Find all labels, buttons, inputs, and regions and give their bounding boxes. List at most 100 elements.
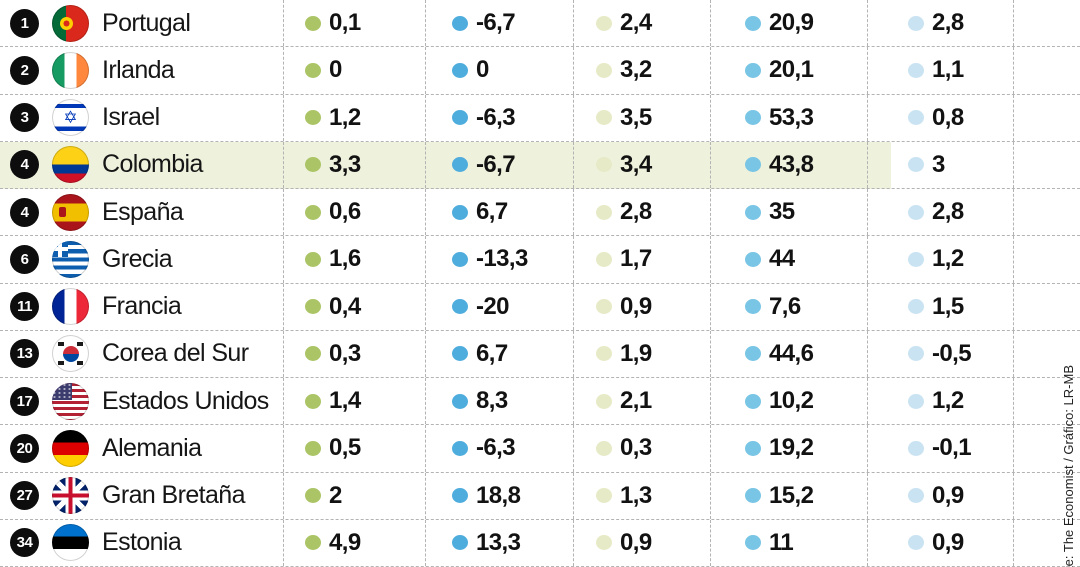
metric-value: 3 — [932, 150, 945, 178]
country-name: Estados Unidos — [102, 386, 269, 415]
metric-dot-icon — [596, 440, 612, 456]
metric-dot-icon — [452, 299, 468, 315]
metric-dot-icon — [745, 440, 761, 456]
metric-1-cell: 0,6 — [283, 189, 425, 236]
credit-column-spacer — [1013, 283, 1080, 330]
metric-dot-icon — [745, 204, 761, 220]
metric-dot-icon — [305, 299, 321, 315]
table-row: 13 Corea del Sur 0,3 6,7 1,9 44,6 -0,5 — [0, 330, 1080, 378]
credit-column-spacer — [1013, 330, 1080, 377]
metric-dot-icon — [452, 15, 468, 31]
metric-1-cell: 1,4 — [283, 378, 425, 425]
metric-value: 1,6 — [329, 245, 361, 273]
credit-column-spacer — [1013, 425, 1080, 472]
metric-dot-icon — [908, 15, 924, 31]
metric-3-cell: 1,7 — [573, 236, 710, 283]
metric-value: 19,2 — [769, 434, 814, 462]
metric-4-cell: 20,9 — [710, 0, 867, 47]
metric-3-cell: 1,3 — [573, 472, 710, 519]
metric-2-cell: 13,3 — [425, 519, 573, 566]
metric-4-cell: 10,2 — [710, 378, 867, 425]
metric-value: 3,2 — [620, 56, 652, 84]
country-flag-icon — [52, 288, 89, 326]
metric-value: 43,8 — [769, 150, 814, 178]
metric-value: 6,7 — [476, 198, 508, 226]
metric-dot-icon — [452, 535, 468, 551]
metric-1-cell: 1,6 — [283, 236, 425, 283]
rank-badge: 17 — [10, 386, 39, 416]
metric-3-cell: 0,3 — [573, 425, 710, 472]
country-flag-icon — [52, 477, 89, 515]
metric-dot-icon — [908, 62, 924, 78]
metric-3-cell: 2,1 — [573, 378, 710, 425]
metric-dot-icon — [745, 299, 761, 315]
table-row: 34 Estonia 4,9 13,3 0,9 11 0,9 — [0, 519, 1080, 567]
metric-dot-icon — [596, 393, 612, 409]
metric-2-cell: -6,3 — [425, 425, 573, 472]
rank-badge: 4 — [10, 150, 39, 180]
credit-column-spacer — [1013, 141, 1080, 188]
metric-dot-icon — [596, 346, 612, 362]
metric-3-cell: 3,2 — [573, 47, 710, 94]
metric-dot-icon — [908, 488, 924, 504]
metric-2-cell: 18,8 — [425, 472, 573, 519]
metric-4-cell: 43,8 — [710, 141, 867, 188]
rank-badge: 2 — [10, 55, 39, 85]
metric-value: -6,3 — [476, 103, 516, 131]
metric-dot-icon — [908, 535, 924, 551]
credit-column-spacer — [1013, 94, 1080, 141]
metric-value: -0,5 — [932, 339, 972, 367]
metric-1-cell: 2 — [283, 472, 425, 519]
metric-2-cell: 6,7 — [425, 330, 573, 377]
country-name: Corea del Sur — [102, 339, 249, 368]
country-flag-icon — [52, 382, 89, 420]
metric-3-cell: 0,9 — [573, 519, 710, 566]
country-cell: 3 Israel — [0, 95, 283, 141]
metric-value: 1,4 — [329, 387, 361, 415]
metric-dot-icon — [452, 110, 468, 126]
metric-value: 0,3 — [329, 339, 361, 367]
metric-dot-icon — [745, 393, 761, 409]
metric-dot-icon — [452, 157, 468, 173]
metric-3-cell: 3,5 — [573, 94, 710, 141]
metric-dot-icon — [596, 299, 612, 315]
metric-3-cell: 2,4 — [573, 0, 710, 47]
metric-5-cell: 1,5 — [867, 283, 1013, 330]
metric-dot-icon — [452, 204, 468, 220]
table-row: 1 Portugal 0,1 -6,7 2,4 20,9 2,8 — [0, 0, 1080, 48]
metric-dot-icon — [908, 440, 924, 456]
country-flag-icon — [52, 524, 89, 562]
metric-value: -6,7 — [476, 9, 516, 37]
metric-value: -6,3 — [476, 434, 516, 462]
metric-dot-icon — [596, 488, 612, 504]
metric-dot-icon — [908, 110, 924, 126]
metric-2-cell: 8,3 — [425, 378, 573, 425]
country-flag-icon — [52, 146, 89, 184]
metric-dot-icon — [596, 15, 612, 31]
metric-value: 8,3 — [476, 387, 508, 415]
country-cell: 17 Estados Unidos — [0, 378, 283, 424]
metric-dot-icon — [305, 62, 321, 78]
metric-value: -0,1 — [932, 434, 972, 462]
metric-dot-icon — [452, 393, 468, 409]
metric-2-cell: -20 — [425, 283, 573, 330]
metric-value: 0,3 — [620, 434, 652, 462]
metric-2-cell: -6,7 — [425, 0, 573, 47]
metric-2-cell: 6,7 — [425, 189, 573, 236]
metric-dot-icon — [745, 157, 761, 173]
metric-value: 1,2 — [932, 245, 964, 273]
country-name: Irlanda — [102, 55, 175, 84]
metric-2-cell: 0 — [425, 47, 573, 94]
metric-value: 1,2 — [932, 387, 964, 415]
metric-dot-icon — [908, 393, 924, 409]
metric-2-cell: -6,3 — [425, 94, 573, 141]
metric-dot-icon — [305, 157, 321, 173]
rank-badge: 4 — [10, 197, 39, 227]
metric-dot-icon — [596, 535, 612, 551]
country-cell: 6 Grecia — [0, 236, 283, 282]
metric-4-cell: 44,6 — [710, 330, 867, 377]
table-row: 20 Alemania 0,5 -6,3 0,3 19,2 -0,1 — [0, 425, 1080, 473]
metric-dot-icon — [745, 110, 761, 126]
country-cell: 34 Estonia — [0, 520, 283, 566]
country-cell: 1 Portugal — [0, 0, 283, 46]
